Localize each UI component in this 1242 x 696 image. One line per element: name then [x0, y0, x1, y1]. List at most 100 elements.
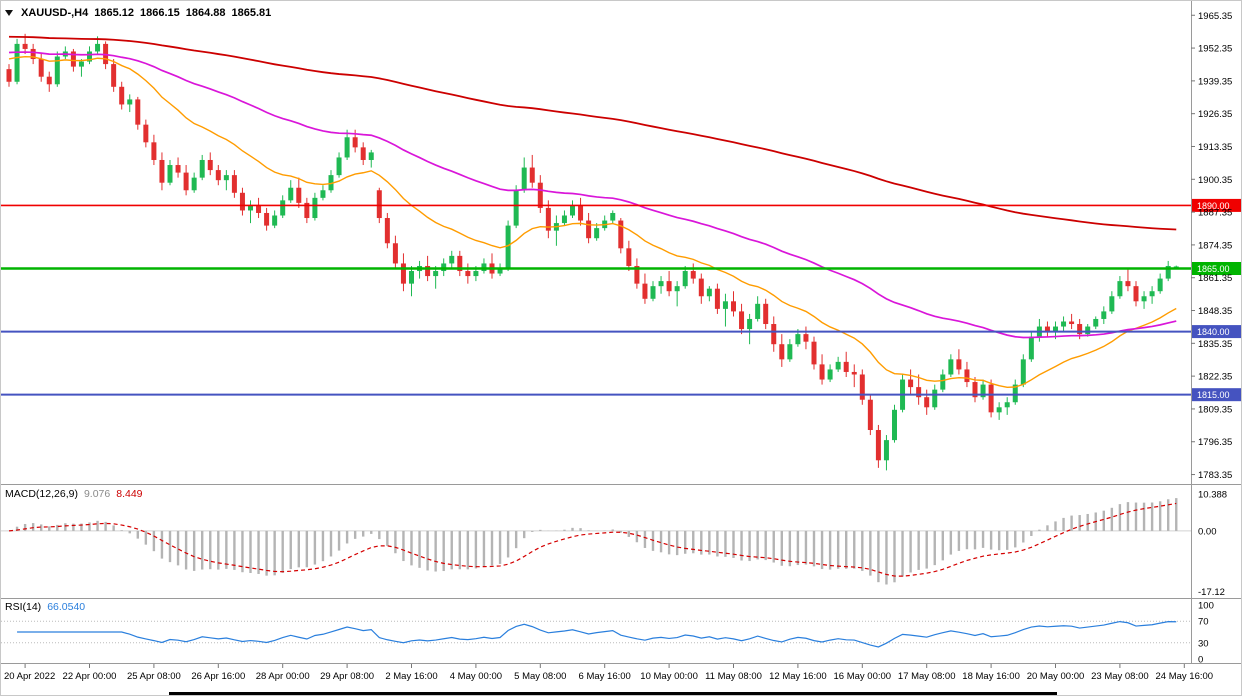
time-axis-label: 25 Apr 08:00 — [127, 671, 181, 682]
time-axis-label: 11 May 08:00 — [705, 671, 762, 682]
candle-body — [859, 374, 865, 400]
candle-body — [722, 301, 728, 309]
symbol-marker-icon — [5, 10, 13, 16]
candle-body — [231, 175, 237, 193]
candle-body — [1077, 324, 1083, 335]
candle-body — [867, 399, 873, 431]
price-axis-label: 1874.35 — [1198, 240, 1232, 251]
candle-body — [827, 369, 833, 380]
ma-line-medium — [8, 51, 1177, 339]
candle-body — [22, 43, 28, 49]
macd-signal-value: 8.449 — [116, 488, 143, 500]
candle-body — [14, 43, 20, 82]
macd-axis-label: -17.12 — [1198, 587, 1225, 598]
candle-body — [111, 64, 117, 87]
candle-body — [392, 243, 398, 264]
rsi-name: RSI(14) — [5, 601, 42, 613]
candle-body — [1117, 281, 1123, 297]
candle-body — [1085, 326, 1091, 335]
candle-body — [368, 152, 374, 160]
candle-body — [6, 69, 12, 82]
rsi-value: 66.0540 — [47, 601, 86, 613]
candle-body — [948, 359, 954, 375]
taskbar-sliver — [169, 692, 1057, 695]
candle-body — [151, 142, 157, 160]
candle-body — [409, 271, 414, 284]
candle-body — [1133, 286, 1139, 302]
candle-body — [376, 190, 382, 219]
candle-body — [1125, 281, 1131, 287]
rsi-axis-label: 100 — [1198, 601, 1214, 612]
price-axis-label: 1952.35 — [1198, 44, 1232, 55]
hline-price-tag — [1192, 198, 1241, 212]
price-axis-label: 1913.35 — [1198, 142, 1232, 153]
candle-body — [698, 278, 704, 297]
candle-body — [239, 192, 245, 211]
candle-body — [400, 263, 406, 284]
candle-body — [95, 43, 101, 52]
candle-body — [916, 387, 922, 398]
hline-price-tag — [1192, 325, 1241, 339]
price-axis-label: 1783.35 — [1198, 470, 1232, 481]
candle-body — [972, 382, 978, 398]
candle-body — [875, 430, 881, 461]
price-axis-label: 1926.35 — [1198, 109, 1232, 120]
time-axis-label: 16 May 00:00 — [834, 671, 892, 682]
ma-line-fast — [8, 55, 1177, 388]
candle-body — [618, 220, 624, 249]
candle-body — [578, 205, 584, 221]
candle-body — [296, 187, 302, 203]
candle-body — [537, 182, 543, 208]
candle-body — [304, 202, 310, 219]
candle-body — [1165, 265, 1171, 279]
candle-body — [505, 225, 511, 269]
candle-body — [87, 51, 92, 62]
candle-body — [38, 59, 44, 77]
candle-body — [473, 271, 479, 277]
candle-body — [119, 86, 125, 105]
candle-body — [561, 215, 567, 224]
candle-body — [626, 248, 632, 266]
hline-price-tag-text: 1865.00 — [1197, 264, 1230, 274]
rsi-axis-label: 30 — [1198, 638, 1209, 649]
time-axis-label: 22 Apr 00:00 — [63, 671, 117, 682]
candle-body — [586, 220, 592, 239]
candle-body — [755, 303, 761, 319]
candle-body — [328, 175, 334, 191]
candle-body — [207, 159, 213, 171]
rsi-axis-label: 0 — [1198, 655, 1203, 666]
candle-body — [256, 205, 262, 213]
symbol-period: XAUUSD-,H4 — [21, 7, 89, 19]
candle-body — [465, 271, 471, 277]
candle-body — [1028, 336, 1034, 360]
candle-body — [248, 205, 253, 211]
candle-body — [1093, 318, 1099, 327]
time-axis-label: 24 May 16:00 — [1156, 671, 1214, 682]
candle-body — [908, 379, 914, 388]
candle-body — [167, 165, 173, 183]
candle-body — [1061, 321, 1067, 327]
candle-body — [714, 288, 720, 309]
candle-body — [892, 409, 897, 441]
candle-body — [1069, 321, 1075, 325]
candle-body — [513, 190, 519, 226]
candle-body — [529, 167, 535, 183]
price-axis-label: 1848.35 — [1198, 306, 1232, 317]
candle-body — [127, 99, 133, 105]
candle-body — [843, 361, 849, 372]
time-axis-label: 6 May 16:00 — [579, 671, 631, 682]
macd-signal-line — [8, 502, 1177, 577]
candle-body — [497, 268, 503, 274]
candle-body — [1101, 311, 1107, 319]
hline-price-tag — [1192, 388, 1241, 402]
candle-body — [1004, 402, 1010, 408]
candle-body — [159, 159, 165, 183]
time-axis-label: 4 May 00:00 — [450, 671, 502, 682]
candle-body — [932, 389, 938, 408]
candle-body — [1044, 326, 1050, 332]
candle-body — [312, 197, 318, 219]
price-axis-label: 1861.35 — [1198, 273, 1232, 284]
candle-body — [54, 56, 60, 85]
candle-body — [1012, 384, 1018, 403]
